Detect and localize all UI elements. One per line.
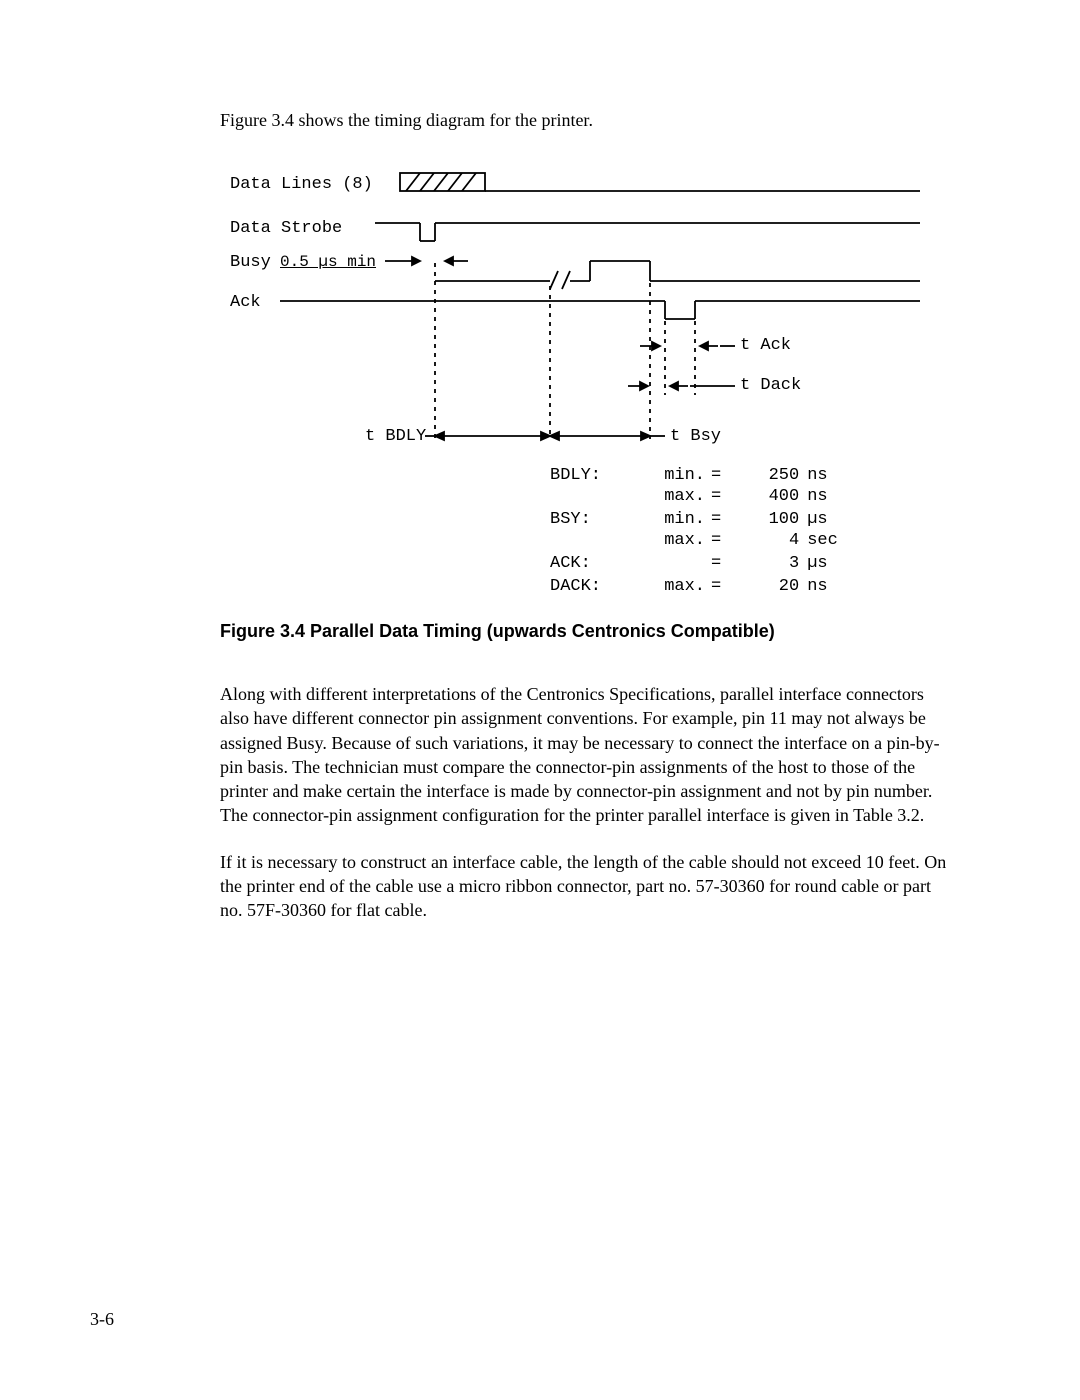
param-row: ACK:=3µs (550, 554, 838, 573)
figure-caption: Figure 3.4 Parallel Data Timing (upwards… (220, 621, 950, 642)
paragraph-1: Along with different interpretations of … (220, 682, 950, 828)
intro-text: Figure 3.4 shows the timing diagram for … (220, 110, 950, 131)
timing-param-table: BDLY:min.=250ns max.=400ns BSY:min.=100µ… (550, 466, 838, 598)
timing-diagram: Data Lines (8) Data Strobe Busy 0.5 µs m… (220, 171, 950, 591)
page-number: 3-6 (90, 1309, 114, 1330)
timing-waveforms (220, 171, 940, 461)
paragraph-2: If it is necessary to construct an inter… (220, 850, 950, 923)
param-row: BSY:min.=100µs (550, 510, 838, 529)
param-row: max.=4sec (550, 531, 838, 550)
page-content: Figure 3.4 shows the timing diagram for … (0, 0, 1080, 1005)
param-row: BDLY:min.=250ns (550, 466, 838, 485)
param-row: max.=400ns (550, 487, 838, 506)
param-row: DACK:max.=20ns (550, 577, 838, 596)
